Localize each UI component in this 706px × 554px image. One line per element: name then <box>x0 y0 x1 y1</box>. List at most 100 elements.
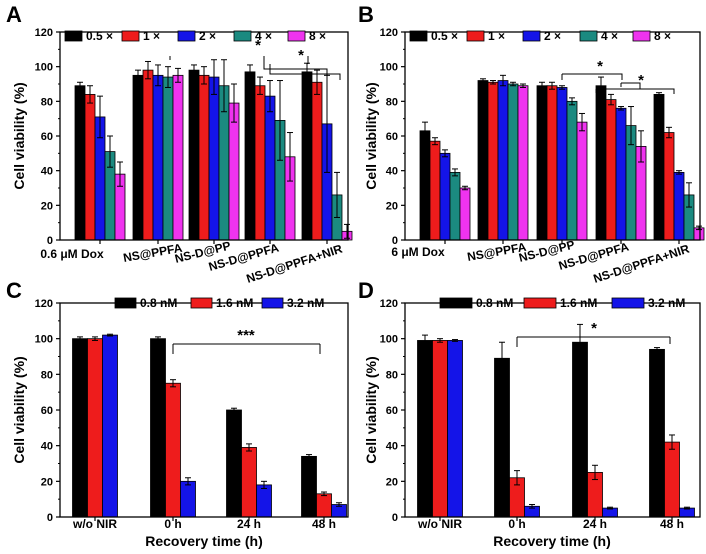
bar <box>429 140 441 241</box>
bar <box>241 447 257 518</box>
bar <box>188 69 200 241</box>
panel-letter: A <box>6 2 22 27</box>
bar <box>605 99 617 241</box>
bar <box>180 480 196 518</box>
y-axis-label: Cell viability (%) <box>363 82 379 189</box>
significance-bracket <box>621 82 641 89</box>
legend-swatch <box>261 297 284 309</box>
y-tick-label: 0 <box>392 235 398 247</box>
bar <box>172 74 184 241</box>
bar <box>264 95 276 241</box>
bar <box>72 338 88 518</box>
x-axis-label: Recovery time (h) <box>493 533 610 549</box>
y-tick-label: 60 <box>41 131 53 143</box>
legend-label: 4 × <box>601 29 618 43</box>
panel-letter: B <box>358 2 374 27</box>
legend-swatch <box>523 297 557 309</box>
bar <box>439 152 451 241</box>
y-tick-label: 60 <box>386 405 398 417</box>
legend-swatch <box>632 30 651 42</box>
y-tick-label: 100 <box>380 62 398 74</box>
significance-marker: *** <box>237 327 255 344</box>
bar <box>517 85 529 241</box>
chart-panel-b: B Cell viability (%) 0 20 40 60 80 100 120 6 μM D… <box>358 2 705 286</box>
bar <box>497 80 509 241</box>
bar <box>664 441 680 518</box>
legend-label: 3.2 nM <box>287 296 324 310</box>
bar <box>507 83 519 241</box>
legend-swatch <box>611 297 645 309</box>
legend-swatch <box>177 30 196 42</box>
y-tick-label: 100 <box>35 334 53 346</box>
x-category-label: 0.6 μM Dox <box>40 247 104 261</box>
panel-letter: D <box>358 278 374 303</box>
x-category-label: 0 h <box>164 517 181 531</box>
y-tick-label: 80 <box>386 369 398 381</box>
bar <box>84 94 96 241</box>
y-tick-label: 20 <box>41 200 53 212</box>
y-tick-label: 100 <box>380 334 398 346</box>
legend-label: 1.6 nM <box>560 296 597 310</box>
bar <box>142 69 154 241</box>
bar <box>546 85 558 241</box>
bar <box>165 382 181 518</box>
chart-panel-c: C Cell viability (%) 0 20 40 60 80 100 120 w/o NI… <box>6 278 349 549</box>
significance-bracket <box>269 64 341 80</box>
y-tick-label: 20 <box>386 476 398 488</box>
bar <box>87 338 103 518</box>
chart-panel-a: A Cell viability (%) 0 20 40 60 80 100 120 0.6 μM… <box>6 2 353 286</box>
legend-label: 1 × <box>143 29 160 43</box>
bar <box>74 85 86 241</box>
bar <box>301 71 313 241</box>
plot-frame <box>404 31 701 241</box>
y-tick-label: 120 <box>380 27 398 39</box>
y-tick-label: 60 <box>386 131 398 143</box>
bar <box>228 102 240 241</box>
bar <box>595 85 607 241</box>
y-axis-label: Cell viability (%) <box>11 356 27 463</box>
x-category-label: w/o NIR <box>72 517 117 531</box>
significance-marker: * <box>597 58 603 75</box>
significance-marker: * <box>255 37 261 54</box>
y-tick-label: 120 <box>35 27 53 39</box>
bar <box>673 171 685 241</box>
bar <box>572 341 588 518</box>
legend-swatch <box>233 30 252 42</box>
bar <box>198 74 210 241</box>
y-tick-label: 0 <box>47 512 53 524</box>
legend-swatch <box>287 30 306 42</box>
legend-label: 1.6 nM <box>216 296 253 310</box>
x-category-label: 48 h <box>312 517 336 531</box>
significance-bracket <box>263 56 328 76</box>
bar <box>477 80 489 241</box>
y-tick-label: 100 <box>35 62 53 74</box>
legend-swatch <box>409 30 428 42</box>
bar <box>102 334 118 518</box>
y-tick-label: 0 <box>47 235 53 247</box>
y-tick-label: 0 <box>392 512 398 524</box>
bar <box>256 484 272 518</box>
legend-swatch <box>466 30 485 42</box>
significance-bracket <box>596 88 675 94</box>
y-tick-label: 80 <box>386 96 398 108</box>
y-tick-label: 40 <box>386 166 398 178</box>
bar <box>254 85 266 241</box>
bar <box>301 455 317 518</box>
y-tick-label: 40 <box>386 441 398 453</box>
bar <box>487 81 499 241</box>
plot-frame <box>59 31 349 241</box>
legend-label: 8 × <box>654 29 671 43</box>
significance-marker: * <box>638 72 644 89</box>
legend-label: 1 × <box>488 29 505 43</box>
legend-label: 4 × <box>255 29 272 43</box>
y-tick-label: 80 <box>41 369 53 381</box>
x-axis-label: Recovery time (h) <box>145 533 262 549</box>
legend-label: 2 × <box>544 29 561 43</box>
bar <box>663 132 675 241</box>
bar <box>244 71 256 241</box>
legend-label: 3.2 nM <box>648 296 685 310</box>
legend-swatch <box>190 297 213 309</box>
bar <box>419 130 431 241</box>
legend-swatch <box>121 30 140 42</box>
